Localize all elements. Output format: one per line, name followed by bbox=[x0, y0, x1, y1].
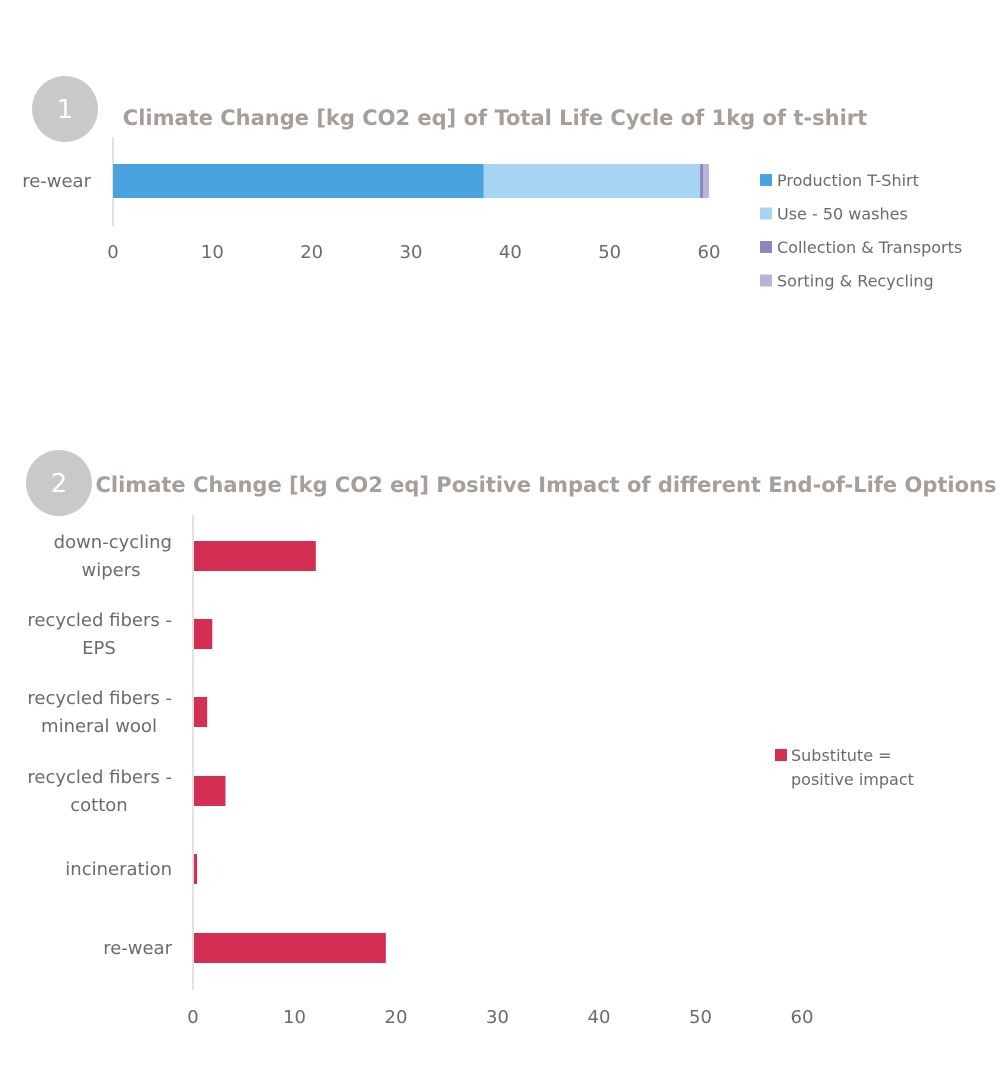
x-tick-label: 40 bbox=[499, 242, 522, 263]
bar bbox=[194, 776, 226, 806]
x-tick-label: 60 bbox=[698, 242, 721, 263]
badge-number-2: 2 bbox=[51, 469, 68, 499]
bar-segment-4 bbox=[703, 164, 709, 198]
x-tick-label: 0 bbox=[187, 1007, 198, 1028]
chart-2-bars bbox=[194, 541, 386, 963]
chart-2-title: Climate Change [kg CO2 eq] Positive Impa… bbox=[96, 473, 997, 497]
legend-swatch bbox=[760, 241, 772, 253]
x-tick-label: 20 bbox=[300, 242, 323, 263]
category-label: cotton bbox=[70, 795, 127, 816]
bar-segment-2 bbox=[483, 164, 701, 198]
legend-label: Use - 50 washes bbox=[777, 205, 908, 224]
bar bbox=[194, 541, 316, 571]
chart-2: 2 Climate Change [kg CO2 eq] Positive Im… bbox=[26, 450, 996, 1028]
bar-segment-3 bbox=[700, 164, 704, 198]
chart-1-title: Climate Change [kg CO2 eq] of Total Life… bbox=[123, 106, 867, 130]
legend-label: Sorting & Recycling bbox=[777, 272, 934, 291]
badge-circle-2 bbox=[26, 450, 92, 516]
chart-1-legend: Production T-Shirt Use - 50 washes Collect… bbox=[760, 171, 962, 291]
category-label: down-cycling bbox=[54, 532, 172, 553]
category-label: incineration bbox=[65, 859, 172, 880]
bar bbox=[194, 933, 386, 963]
category-label: mineral wool bbox=[41, 716, 157, 737]
bar bbox=[194, 854, 198, 884]
legend-label: Substitute = bbox=[791, 746, 892, 765]
legend-label: Collection & Transports bbox=[777, 238, 962, 257]
chart-2-category-labels: down-cycling wipers recycled fibers - EPS re… bbox=[27, 532, 172, 959]
legend-swatch bbox=[760, 207, 772, 220]
legend-label: positive impact bbox=[791, 770, 914, 789]
chart-2-legend: Substitute = positive impact bbox=[775, 746, 914, 789]
x-tick-label: 50 bbox=[689, 1007, 712, 1028]
chart-1-x-ticks: 0 10 20 30 40 50 60 bbox=[107, 242, 720, 263]
chart-1-bars bbox=[113, 164, 709, 198]
bar-segment-1 bbox=[113, 164, 484, 198]
category-label: recycled fibers - bbox=[27, 688, 172, 709]
bar bbox=[194, 619, 213, 649]
category-label: re-wear bbox=[103, 938, 172, 959]
x-tick-label: 60 bbox=[791, 1007, 814, 1028]
x-tick-label: 50 bbox=[598, 242, 621, 263]
bar bbox=[194, 697, 208, 727]
category-label: wipers bbox=[81, 560, 140, 581]
chart-1: 1 Climate Change [kg CO2 eq] of Total Li… bbox=[22, 76, 962, 291]
x-tick-label: 10 bbox=[283, 1007, 306, 1028]
category-label: EPS bbox=[82, 638, 116, 659]
legend-label: Production T-Shirt bbox=[777, 171, 919, 190]
x-tick-label: 0 bbox=[107, 242, 118, 263]
x-tick-label: 30 bbox=[486, 1007, 509, 1028]
x-tick-label: 20 bbox=[385, 1007, 408, 1028]
category-label: recycled fibers - bbox=[27, 610, 172, 631]
x-tick-label: 10 bbox=[201, 242, 224, 263]
chart-2-x-ticks: 0 10 20 30 40 50 60 bbox=[187, 1007, 813, 1028]
badge-circle-1 bbox=[32, 76, 98, 142]
badge-number-1: 1 bbox=[57, 95, 74, 125]
legend-swatch bbox=[760, 274, 772, 287]
category-label: recycled fibers - bbox=[27, 767, 172, 788]
legend-swatch bbox=[760, 174, 772, 186]
x-tick-label: 40 bbox=[588, 1007, 611, 1028]
chart-1-category-label: re-wear bbox=[22, 171, 91, 192]
legend-swatch bbox=[775, 749, 787, 761]
x-tick-label: 30 bbox=[400, 242, 423, 263]
